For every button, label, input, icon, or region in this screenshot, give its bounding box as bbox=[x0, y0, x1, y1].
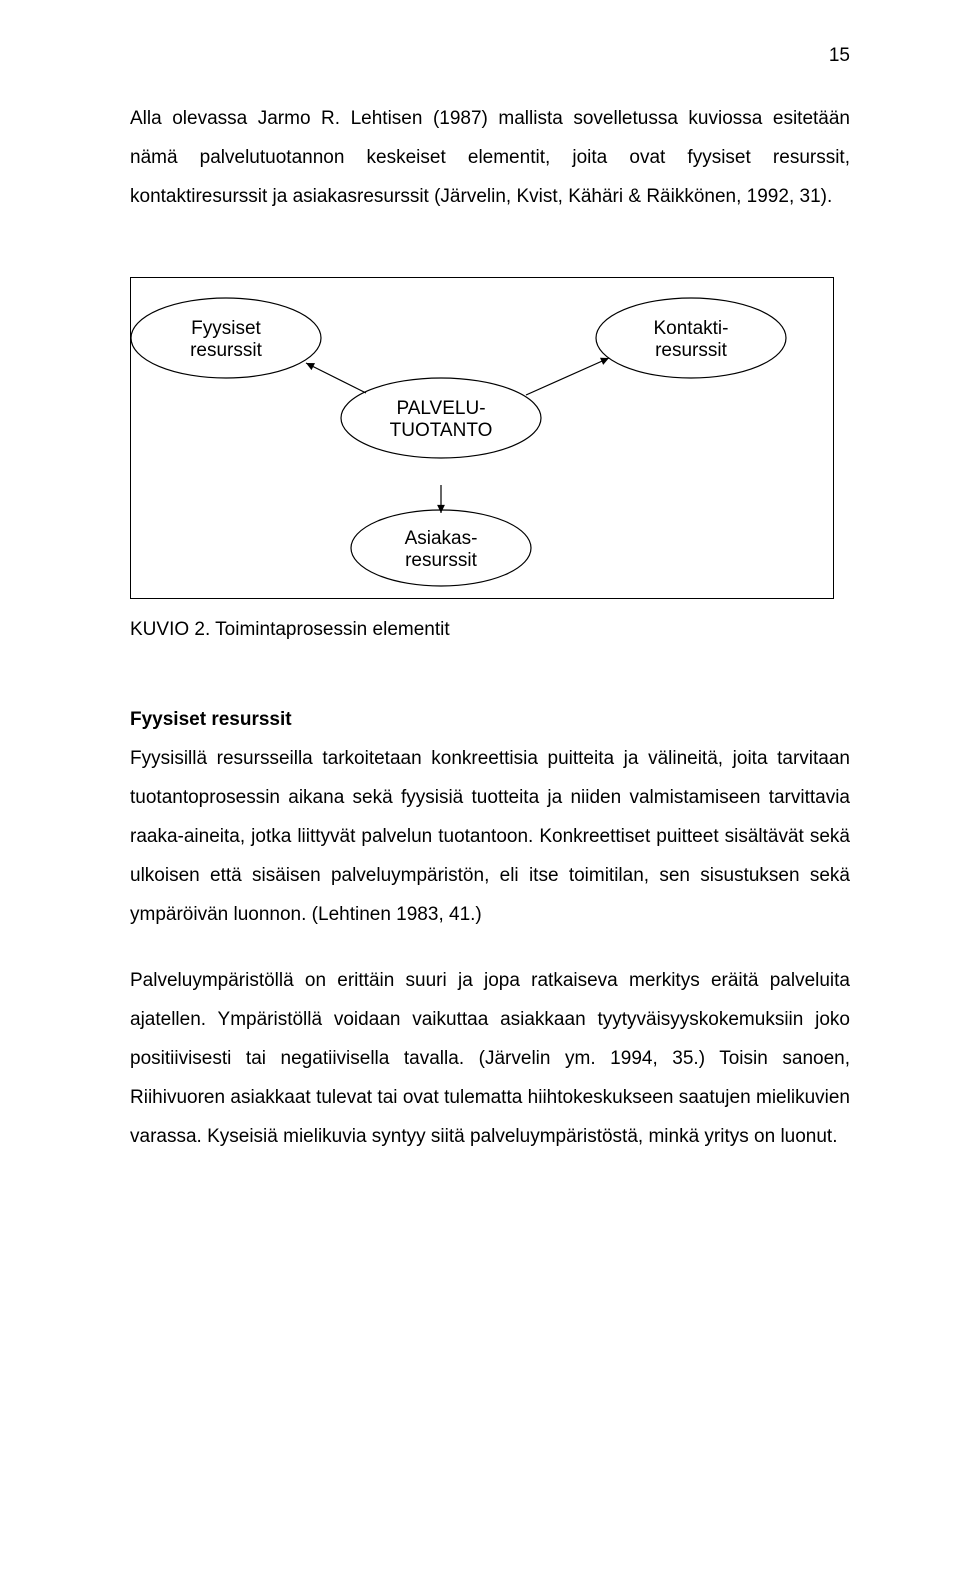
heading-fyysiset: Fyysiset resurssit bbox=[130, 709, 292, 730]
paragraph-intro: Alla olevassa Jarmo R. Lehtisen (1987) m… bbox=[130, 100, 850, 217]
label-fyysiset-1: Fyysiset bbox=[191, 318, 261, 339]
label-kontakti-2: resurssit bbox=[655, 340, 728, 361]
paragraph-fyysiset: Fyysiset resurssit Fyysisillä resursseil… bbox=[130, 701, 850, 935]
label-palvelu-2: TUOTANTO bbox=[390, 420, 493, 441]
arrow-1 bbox=[306, 363, 366, 393]
label-kontakti-1: Kontakti- bbox=[654, 318, 729, 339]
body-fyysiset: Fyysisillä resursseilla tarkoitetaan kon… bbox=[130, 748, 850, 925]
diagram-caption: KUVIO 2. Toimintaprosessin elementit bbox=[130, 619, 850, 641]
label-asiakas-1: Asiakas- bbox=[405, 528, 478, 549]
label-palvelu-1: PALVELU- bbox=[396, 398, 485, 419]
arrow-2 bbox=[526, 358, 609, 395]
page-number: 15 bbox=[829, 45, 850, 67]
diagram-frame: Fyysiset resurssit Kontakti- resurssit P… bbox=[130, 277, 834, 599]
label-fyysiset-2: resurssit bbox=[190, 340, 263, 361]
arrow-3 bbox=[437, 485, 445, 513]
diagram-svg: Fyysiset resurssit Kontakti- resurssit P… bbox=[131, 278, 833, 598]
paragraph-ymparisto: Palveluympäristöllä on erittäin suuri ja… bbox=[130, 962, 850, 1157]
label-asiakas-2: resurssit bbox=[405, 550, 478, 571]
